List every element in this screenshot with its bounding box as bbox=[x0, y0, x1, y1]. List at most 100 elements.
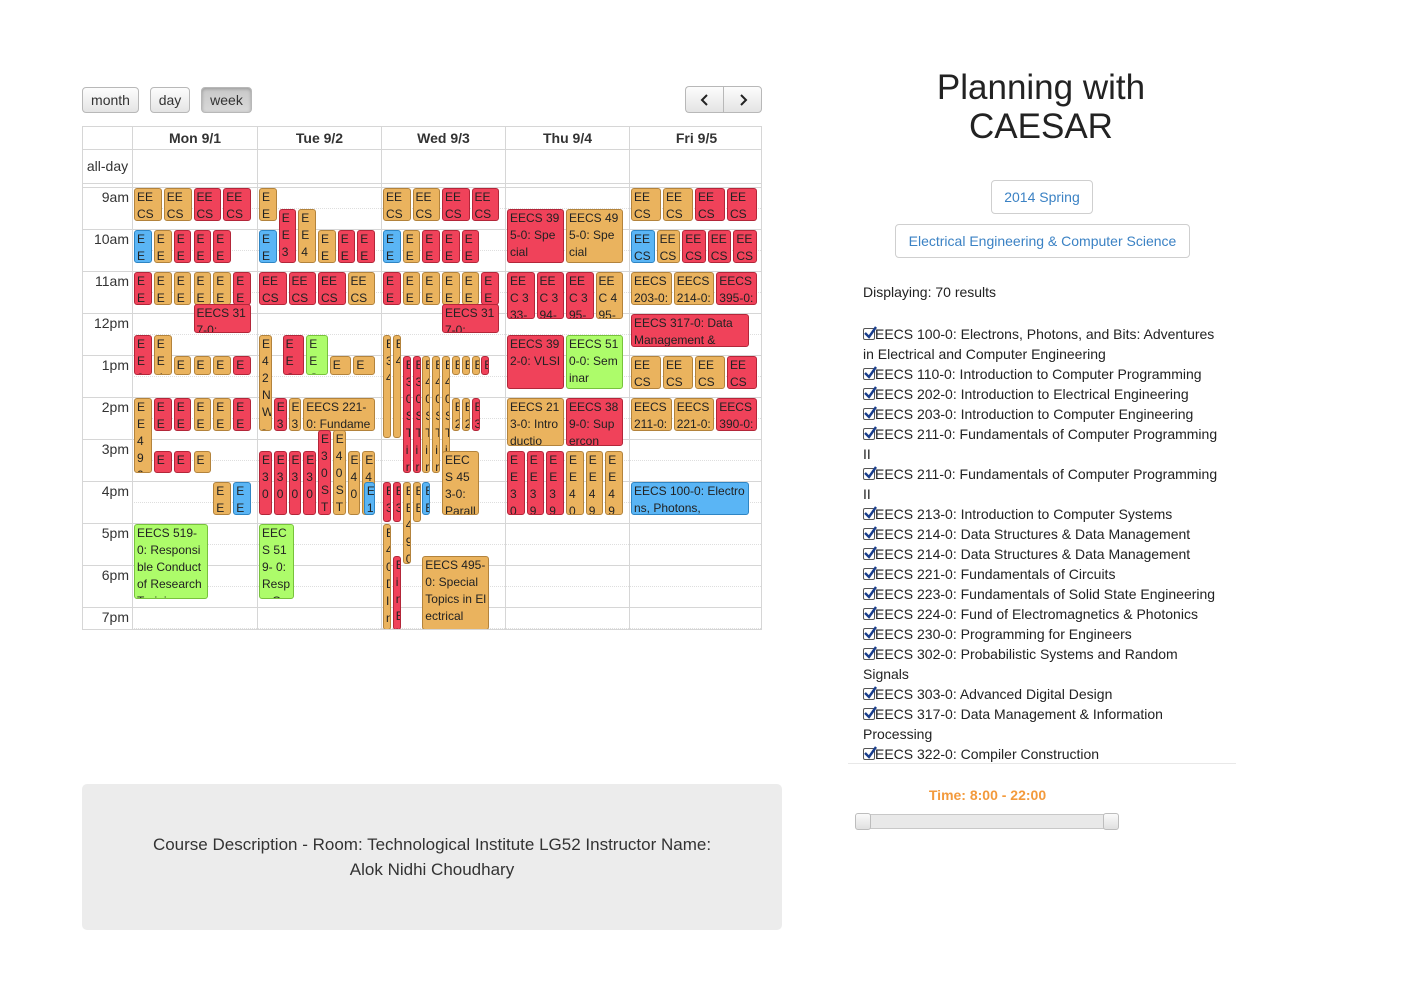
course-list-item[interactable]: EECS 322-0: Compiler Construction bbox=[863, 744, 1222, 763]
course-list-item[interactable]: EECS 223-0: Fundamentals of Solid State … bbox=[863, 584, 1222, 604]
calendar-event[interactable]: EECS 214-0: bbox=[673, 272, 715, 305]
calendar-event[interactable]: EEC 333- 0: bbox=[507, 272, 535, 320]
calendar-event[interactable]: EECS 202 bbox=[656, 230, 681, 263]
calendar-event[interactable]: EE 30 0: bbox=[507, 450, 525, 515]
calendar-event[interactable]: EE 22 bbox=[193, 356, 212, 375]
calendar-event[interactable]: E 3 bbox=[273, 398, 287, 431]
calendar-event[interactable]: EE 42 0: bbox=[213, 482, 232, 515]
calendar-event[interactable]: EECS 302 bbox=[682, 230, 706, 263]
calendar-event[interactable]: E 3 0 S T ir E bbox=[402, 356, 411, 473]
calendar-event[interactable]: EE 21 bbox=[173, 356, 192, 375]
calendar-event[interactable]: EEC 495- 0: bbox=[595, 272, 623, 320]
checkbox-checked-icon[interactable] bbox=[863, 586, 877, 600]
checkbox-checked-icon[interactable] bbox=[863, 566, 877, 580]
slider-handle-start[interactable] bbox=[855, 813, 871, 830]
course-list[interactable]: EECS 100-0: Electrons, Photons, and Bits… bbox=[848, 324, 1236, 764]
calendar-event[interactable]: EE 33 bbox=[153, 450, 172, 473]
calendar-event[interactable]: EE 39 0: bbox=[134, 335, 152, 375]
week-view-button[interactable]: week bbox=[201, 87, 252, 113]
calendar-event[interactable]: E in El bbox=[392, 555, 401, 629]
calendar-event[interactable]: EECS 214- bbox=[631, 188, 661, 221]
calendar-event[interactable]: E 3 0 bbox=[303, 450, 317, 515]
calendar-event[interactable]: EE 45 0: bbox=[402, 272, 421, 305]
calendar-event[interactable]: EE 37 bbox=[173, 450, 192, 473]
calendar-event[interactable]: EECS 223- bbox=[663, 188, 693, 221]
calendar-event[interactable]: E 3 bbox=[288, 398, 302, 431]
calendar-event[interactable]: E 4 0 S T ir E bbox=[332, 429, 346, 515]
calendar-event[interactable]: EE 22 bbox=[259, 188, 277, 221]
calendar-event[interactable]: EE 49 0: bbox=[173, 272, 192, 305]
calendar-event[interactable]: EECS 346 bbox=[442, 230, 460, 263]
calendar-event[interactable]: EECS 317-0: bbox=[442, 303, 499, 333]
calendar-event[interactable]: E 3 bbox=[481, 356, 490, 375]
calendar-event[interactable]: E 3 0 bbox=[383, 482, 391, 522]
calendar-event[interactable]: EE 32 0: bbox=[153, 398, 172, 431]
calendar-event[interactable]: E 4 0 D In S bbox=[383, 524, 391, 629]
calendar-event[interactable]: EE 10 bbox=[422, 482, 431, 515]
checkbox-checked-icon[interactable] bbox=[863, 526, 877, 540]
calendar-event[interactable]: EECS 211- bbox=[631, 356, 661, 389]
checkbox-checked-icon[interactable] bbox=[863, 386, 877, 400]
calendar-event[interactable]: EECS 453-0: Parallel bbox=[442, 450, 480, 515]
calendar-event[interactable]: E 4 bbox=[392, 335, 401, 438]
calendar-event[interactable]: EECS 392-0: VLSI bbox=[507, 335, 564, 389]
calendar-event[interactable]: EE 45 0: bbox=[153, 272, 172, 305]
calendar-event[interactable]: E 4 0 S T ir E bbox=[422, 356, 431, 473]
day-view-button[interactable]: day bbox=[150, 87, 190, 113]
month-view-button[interactable]: month bbox=[82, 87, 139, 113]
calendar-event[interactable]: EE 34 bbox=[357, 230, 375, 263]
calendar-event[interactable]: EECS 110 bbox=[134, 230, 152, 263]
calendar-event[interactable]: EE 39 0: bbox=[526, 450, 545, 515]
course-list-item[interactable]: EECS 221-0: Fundamentals of Circuits bbox=[863, 564, 1222, 584]
calendar-event[interactable]: EECS 333- bbox=[259, 272, 287, 305]
calendar-event[interactable]: EE 20 bbox=[318, 230, 336, 263]
calendar-event[interactable]: EECS 519-0: Responsible Conduct of Resea… bbox=[134, 524, 208, 599]
course-list-item[interactable]: EECS 100-0: Electrons, Photons, and Bits… bbox=[863, 324, 1222, 364]
calendar-event[interactable]: E 1 bbox=[363, 482, 375, 515]
calendar-event[interactable]: EECS 395- bbox=[695, 188, 725, 221]
calendar-event[interactable]: EE 39 0: bbox=[383, 272, 401, 305]
calendar-event[interactable]: EE 49 0: bbox=[298, 209, 316, 263]
checkbox-checked-icon[interactable] bbox=[863, 626, 877, 640]
calendar-event[interactable]: EECS 348 bbox=[213, 230, 232, 263]
calendar-event[interactable]: E 4 0 S T ir E bbox=[432, 356, 441, 473]
calendar-event[interactable]: EE 21 bbox=[461, 272, 480, 305]
calendar-event[interactable]: E 3 0 bbox=[288, 450, 302, 515]
calendar-event[interactable]: EECS 346 bbox=[193, 230, 212, 263]
calendar-event[interactable]: EE 21 bbox=[193, 398, 212, 431]
calendar-event[interactable]: E 2 bbox=[461, 398, 470, 431]
calendar-event[interactable]: EECS 202 bbox=[153, 230, 172, 263]
calendar-event[interactable]: E 3 bbox=[392, 482, 401, 522]
calendar-event[interactable]: EECS 363- bbox=[727, 356, 757, 389]
calendar-event[interactable]: EECS 230- bbox=[695, 356, 725, 389]
checkbox-checked-icon[interactable] bbox=[863, 326, 877, 340]
calendar-event[interactable]: EE 49 0: bbox=[585, 450, 604, 515]
calendar-event[interactable]: EECS 213-0: Introductio bbox=[507, 398, 564, 447]
calendar-event[interactable]: EECS 211-0: bbox=[631, 398, 672, 431]
calendar-event[interactable]: EEC 392 0: bbox=[282, 335, 305, 375]
calendar-event[interactable]: EE 42 0: bbox=[412, 482, 421, 522]
calendar-event[interactable]: E 2 bbox=[471, 356, 480, 375]
calendar-event[interactable]: EECS 302 bbox=[173, 230, 192, 263]
calendar-event[interactable]: EE 21 bbox=[213, 272, 232, 305]
calendar-event[interactable]: EE 40 0: bbox=[566, 450, 584, 515]
course-list-item[interactable]: EECS 303-0: Advanced Digital Design bbox=[863, 684, 1222, 704]
calendar-event[interactable]: EECS 395- bbox=[223, 188, 252, 221]
calendar-event[interactable]: EEC 230 bbox=[353, 356, 375, 375]
course-list-item[interactable]: EECS 203-0: Introduction to Computer Eng… bbox=[863, 404, 1222, 424]
calendar-event[interactable]: EECS 495- bbox=[347, 272, 375, 305]
time-range-slider[interactable] bbox=[855, 813, 1119, 830]
calendar-event[interactable]: EE 10 bbox=[233, 482, 251, 515]
checkbox-checked-icon[interactable] bbox=[863, 466, 877, 480]
prev-week-button[interactable] bbox=[685, 86, 723, 113]
calendar-event[interactable]: EECS 495-0: Special Topics in Electrical bbox=[422, 555, 490, 629]
checkbox-checked-icon[interactable] bbox=[863, 366, 877, 380]
calendar-event[interactable]: EE 20 bbox=[442, 272, 460, 305]
calendar-event[interactable]: EECS 395- bbox=[193, 188, 222, 221]
calendar-event[interactable]: EECS 317-0: bbox=[193, 303, 251, 333]
calendar-event[interactable]: E 4 2 N W - P bbox=[259, 335, 272, 431]
calendar-event[interactable]: E 2 bbox=[451, 356, 460, 375]
calendar-event[interactable]: EE 30 bbox=[337, 230, 356, 263]
calendar-event[interactable]: EE 11 bbox=[259, 230, 277, 263]
course-list-item[interactable]: EECS 211-0: Fundamentals of Computer Pro… bbox=[863, 464, 1222, 504]
